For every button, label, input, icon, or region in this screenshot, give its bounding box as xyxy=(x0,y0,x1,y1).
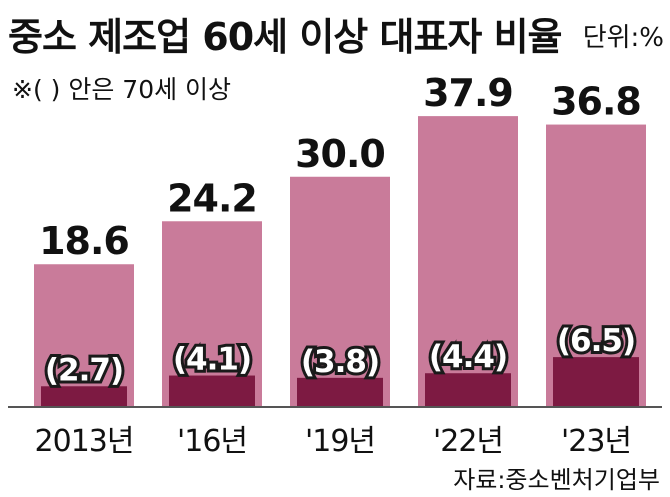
value-label-60-plus: 18.6 xyxy=(39,219,129,263)
value-label-60-plus: 37.9 xyxy=(423,71,513,115)
bar-60-plus xyxy=(418,116,518,408)
bar-70-plus xyxy=(553,357,639,407)
bar-70-plus xyxy=(297,377,383,407)
value-label-70-plus: (3.8) xyxy=(301,344,379,380)
value-label-70-plus: (4.4) xyxy=(429,339,507,375)
source-label: 자료:중소벤처기업부 xyxy=(453,466,660,494)
x-tick-label: '19년 xyxy=(305,424,375,459)
value-label-70-plus: (2.7) xyxy=(45,352,123,388)
unit-label: 단위:% xyxy=(583,23,664,53)
bars-group: 18.6 (2.7) 24.2 (4.1) 30.0 (3.8) 37.9 (4.4) 36.8… xyxy=(34,71,646,408)
bar-70-plus xyxy=(425,373,511,407)
bar-70-plus xyxy=(41,386,127,407)
x-tick-label: '23년 xyxy=(561,424,631,459)
x-tick-label: 2013년 xyxy=(35,424,134,459)
value-label-60-plus: 24.2 xyxy=(167,176,257,220)
x-tick-labels: 2013년 '16년 '19년 '22년 '23년 xyxy=(35,424,632,459)
bar-60-plus xyxy=(34,264,134,407)
bar-60-plus xyxy=(290,176,390,407)
value-label-60-plus: 30.0 xyxy=(295,132,385,176)
x-tick-label: '22년 xyxy=(433,424,503,459)
value-label-70-plus: (6.5) xyxy=(557,323,635,359)
footnote: ※( ) 안은 70세 이상 xyxy=(12,75,231,104)
x-tick-label: '16년 xyxy=(177,424,247,459)
bar-70-plus xyxy=(169,375,255,407)
value-label-70-plus: (4.1) xyxy=(173,342,251,378)
value-label-60-plus: 36.8 xyxy=(551,80,641,124)
chart-title: 중소 제조업 60세 이상 대표자 비율 xyxy=(8,15,562,59)
